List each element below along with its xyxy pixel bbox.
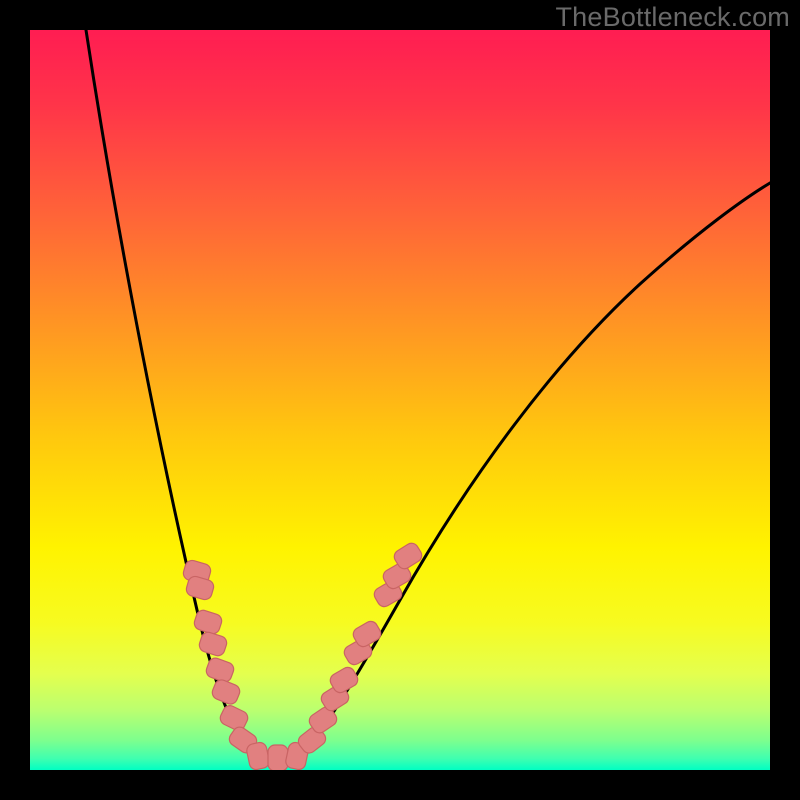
bead-left-5	[210, 678, 242, 706]
bead-left-1	[185, 575, 216, 601]
bead-left-6	[218, 703, 250, 732]
bead-bottom-0	[246, 741, 271, 771]
chart-svg-layer	[0, 0, 800, 800]
curve-left-arm	[86, 30, 258, 758]
bead-bottom-1	[268, 745, 288, 771]
curve-right-arm	[297, 183, 770, 758]
